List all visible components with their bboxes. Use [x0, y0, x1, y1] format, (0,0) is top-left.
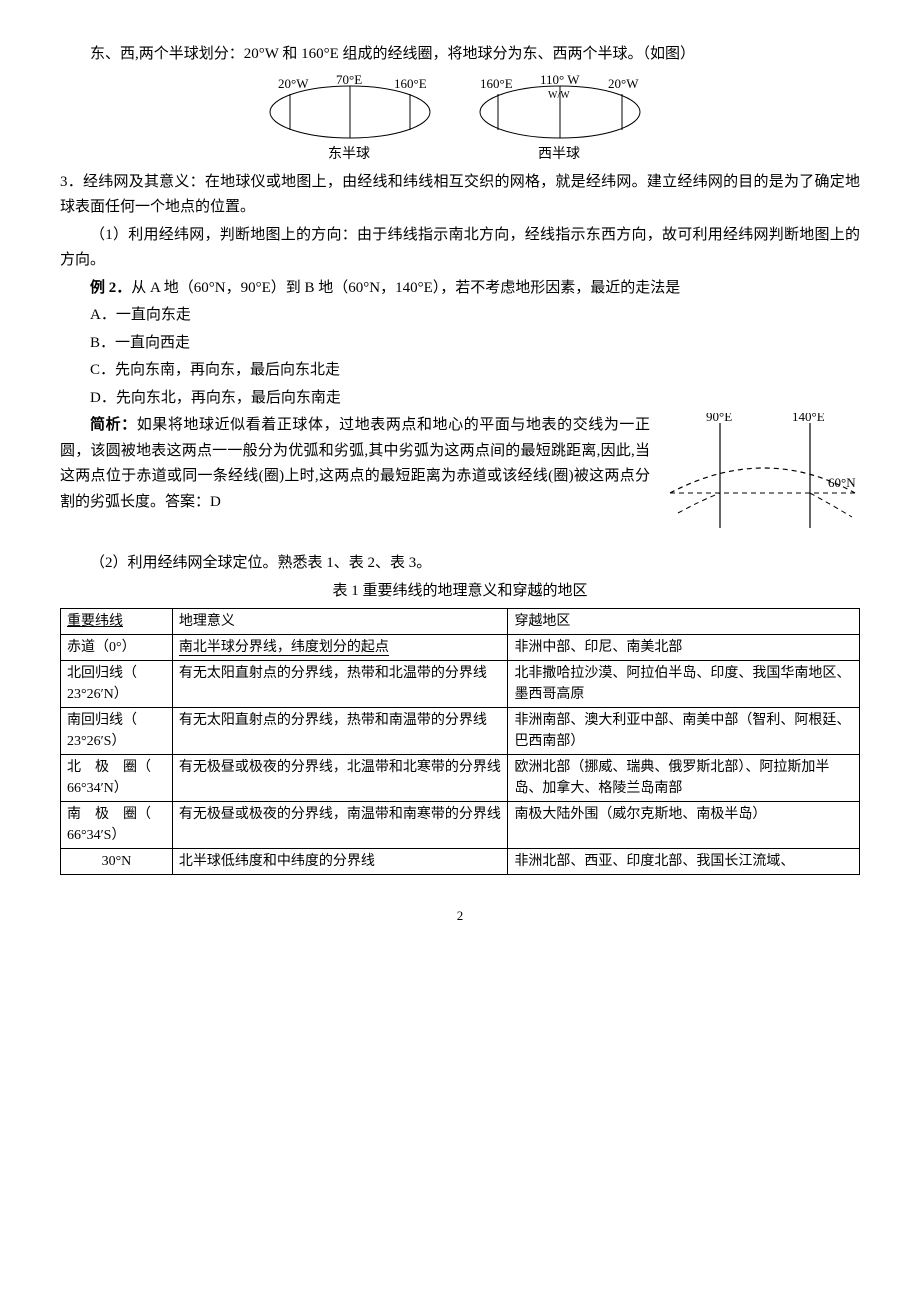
- table-header-row: 重要纬线 地理意义 穿越地区: [61, 609, 860, 635]
- lon-90e: 90°E: [706, 413, 732, 424]
- cell: 南回归线（ 23°26′S）: [61, 708, 173, 755]
- option-d: D．先向东北，再向东，最后向东南走: [60, 386, 860, 412]
- label-160e-l: 160°E: [394, 76, 427, 91]
- label-ww: W/W: [548, 90, 570, 101]
- cell: 赤道（0°）: [61, 635, 173, 661]
- cell: 有无极昼或极夜的分界线，南温带和南寒带的分界线: [172, 802, 508, 849]
- label-20w: 20°W: [278, 76, 309, 91]
- table-row: 北 极 圈（ 66°34′N） 有无极昼或极夜的分界线，北温带和北寒带的分界线 …: [61, 755, 860, 802]
- th-0: 重要纬线: [61, 609, 173, 635]
- west-hemisphere-svg: 160°E 110° W W/W 20°W 西半球: [450, 72, 670, 162]
- para-hemisphere-intro: 东、西,两个半球划分：20°W 和 160°E 组成的经线圈，将地球分为东、西两…: [60, 42, 860, 68]
- cell: 北 极 圈（ 66°34′N）: [61, 755, 173, 802]
- para-tables: （2）利用经纬网全球定位。熟悉表 1、表 2、表 3。: [60, 551, 860, 577]
- cell: 有无极昼或极夜的分界线，北温带和北寒带的分界线: [172, 755, 508, 802]
- cell: 30°N: [61, 849, 173, 875]
- label-20w-r: 20°W: [608, 76, 639, 91]
- jianxi-text: 如果将地球近似看着正球体，过地表两点和地心的平面与地表的交线为一正圆，该圆被地表…: [60, 417, 650, 510]
- label-160e-r: 160°E: [480, 76, 513, 91]
- cell: 有无太阳直射点的分界线，热带和北温带的分界线: [172, 661, 508, 708]
- label-70e: 70°E: [336, 72, 362, 87]
- option-b: B．一直向西走: [60, 331, 860, 357]
- hemisphere-diagram: 20°W 70°E 160°E 东半球 160°E 110° W W/W 20°…: [60, 72, 860, 162]
- para-direction: （1）利用经纬网，判断地图上的方向：由于纬线指示南北方向，经线指示东西方向，故可…: [60, 223, 860, 274]
- lat-60n: 60°N: [828, 475, 856, 490]
- table-row: 北回归线（ 23°26′N） 有无太阳直射点的分界线，热带和北温带的分界线 北非…: [61, 661, 860, 708]
- cell: 非洲北部、西亚、印度北部、我国长江流域、: [508, 849, 860, 875]
- ex2-label: 例 2．: [90, 280, 131, 296]
- jianxi-label: 简析：: [90, 417, 137, 433]
- cell: 南 极 圈（ 66°34′S）: [61, 802, 173, 849]
- ex2-text: 从 A 地（60°N，90°E）到 B 地（60°N，140°E），若不考虑地形…: [131, 280, 680, 296]
- lon-140e: 140°E: [792, 413, 825, 424]
- cell: 欧洲北部（挪威、瑞典、俄罗斯北部）、阿拉斯加半岛、加拿大、格陵兰岛南部: [508, 755, 860, 802]
- east-hemisphere-svg: 20°W 70°E 160°E 东半球: [250, 72, 450, 162]
- th-1: 地理意义: [172, 609, 508, 635]
- table-row: 南回归线（ 23°26′S） 有无太阳直射点的分界线，热带和南温带的分界线 非洲…: [61, 708, 860, 755]
- example-2: 例 2．从 A 地（60°N，90°E）到 B 地（60°N，140°E），若不…: [60, 276, 860, 302]
- table-row: 南 极 圈（ 66°34′S） 有无极昼或极夜的分界线，南温带和南寒带的分界线 …: [61, 802, 860, 849]
- cell: 非洲南部、澳大利亚中部、南美中部（智利、阿根廷、巴西南部）: [508, 708, 860, 755]
- table-row: 赤道（0°） 南北半球分界线，纬度划分的起点 非洲中部、印尼、南美北部: [61, 635, 860, 661]
- page-number: 2: [60, 905, 860, 927]
- para-graticule: 3．经纬网及其意义：在地球仪或地图上，由经线和纬线相互交织的网格，就是经纬网。建…: [60, 170, 860, 221]
- cell: 有无太阳直射点的分界线，热带和南温带的分界线: [172, 708, 508, 755]
- cell: 北回归线（ 23°26′N）: [61, 661, 173, 708]
- th-2: 穿越地区: [508, 609, 860, 635]
- option-c: C．先向东南，再向东，最后向东北走: [60, 358, 860, 384]
- latitude-table: 重要纬线 地理意义 穿越地区 赤道（0°） 南北半球分界线，纬度划分的起点 非洲…: [60, 608, 860, 875]
- west-caption: 西半球: [538, 146, 580, 162]
- table-caption: 表 1 重要纬线的地理意义和穿越的地区: [60, 579, 860, 605]
- table-row: 30°N 北半球低纬度和中纬度的分界线 非洲北部、西亚、印度北部、我国长江流域、: [61, 849, 860, 875]
- globe-arc-diagram: 90°E 140°E 60°N: [660, 413, 860, 543]
- label-110w: 110° W: [540, 72, 580, 87]
- cell: 北半球低纬度和中纬度的分界线: [172, 849, 508, 875]
- east-caption: 东半球: [328, 146, 370, 162]
- option-a: A．一直向东走: [60, 303, 860, 329]
- cell: 非洲中部、印尼、南美北部: [508, 635, 860, 661]
- cell: 南极大陆外围（威尔克斯地、南极半岛）: [508, 802, 860, 849]
- cell: 南北半球分界线，纬度划分的起点: [172, 635, 508, 661]
- cell: 北非撒哈拉沙漠、阿拉伯半岛、印度、我国华南地区、墨西哥高原: [508, 661, 860, 708]
